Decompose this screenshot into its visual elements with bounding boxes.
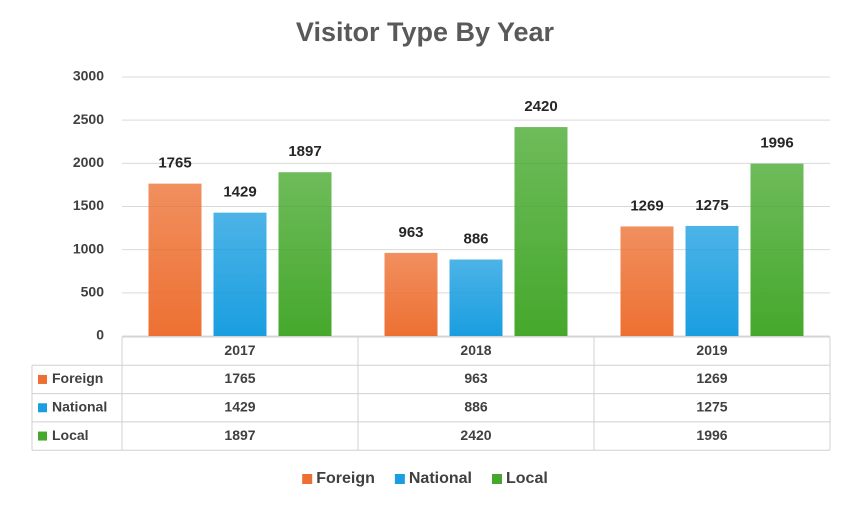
table-row-label: Local: [52, 427, 89, 443]
legend-key: [492, 474, 502, 484]
table-cell: 963: [464, 370, 488, 386]
bar: [213, 212, 267, 336]
legend-key: [394, 474, 405, 484]
bar: [384, 252, 438, 336]
y-tick-label: 500: [81, 284, 105, 300]
data-label: 886: [463, 230, 488, 247]
table-cell: 1996: [696, 427, 727, 443]
table-row-label: National: [52, 398, 107, 414]
bar: [148, 183, 202, 336]
data-label: 1897: [288, 143, 321, 160]
legend-key: [302, 474, 313, 484]
table-cell: 1897: [224, 427, 255, 443]
y-tick-label: 3000: [73, 68, 104, 84]
bar: [278, 172, 332, 336]
data-label: 2420: [524, 98, 557, 115]
y-tick-label: 1500: [73, 197, 104, 213]
table-cell: 1429: [224, 398, 255, 414]
x-tick-label: 2017: [224, 342, 255, 358]
data-label: 963: [398, 224, 423, 241]
legend-label: Local: [506, 470, 548, 487]
table-cell: 886: [464, 398, 488, 414]
bar: [685, 225, 739, 336]
table-legend-key: [38, 431, 47, 441]
table-cell: 1275: [696, 398, 727, 414]
x-tick-label: 2018: [460, 342, 491, 358]
data-label: 1269: [630, 197, 663, 214]
y-tick-label: 2000: [73, 154, 104, 170]
table-cell: 2420: [460, 427, 491, 443]
bar: [514, 127, 568, 336]
data-label: 1275: [695, 197, 728, 214]
table-cell: 1269: [696, 370, 727, 386]
chart-title: Visitor Type By Year: [296, 17, 555, 47]
table-row-label: Foreign: [52, 370, 103, 386]
table-cell: 1765: [224, 370, 255, 386]
bar: [449, 259, 503, 336]
table-legend-key: [38, 403, 47, 413]
bar: [620, 226, 674, 336]
data-label: 1429: [223, 184, 256, 201]
x-tick-label: 2019: [696, 342, 727, 358]
y-tick-label: 2500: [73, 111, 104, 127]
data-label: 1765: [158, 155, 191, 172]
legend-label: National: [409, 470, 472, 487]
data-label: 1996: [760, 135, 793, 152]
legend-label: Foreign: [316, 470, 375, 487]
table-legend-key: [38, 374, 47, 384]
y-tick-label: 1000: [73, 240, 104, 256]
bar: [750, 163, 804, 336]
y-tick-label: 0: [96, 327, 104, 343]
